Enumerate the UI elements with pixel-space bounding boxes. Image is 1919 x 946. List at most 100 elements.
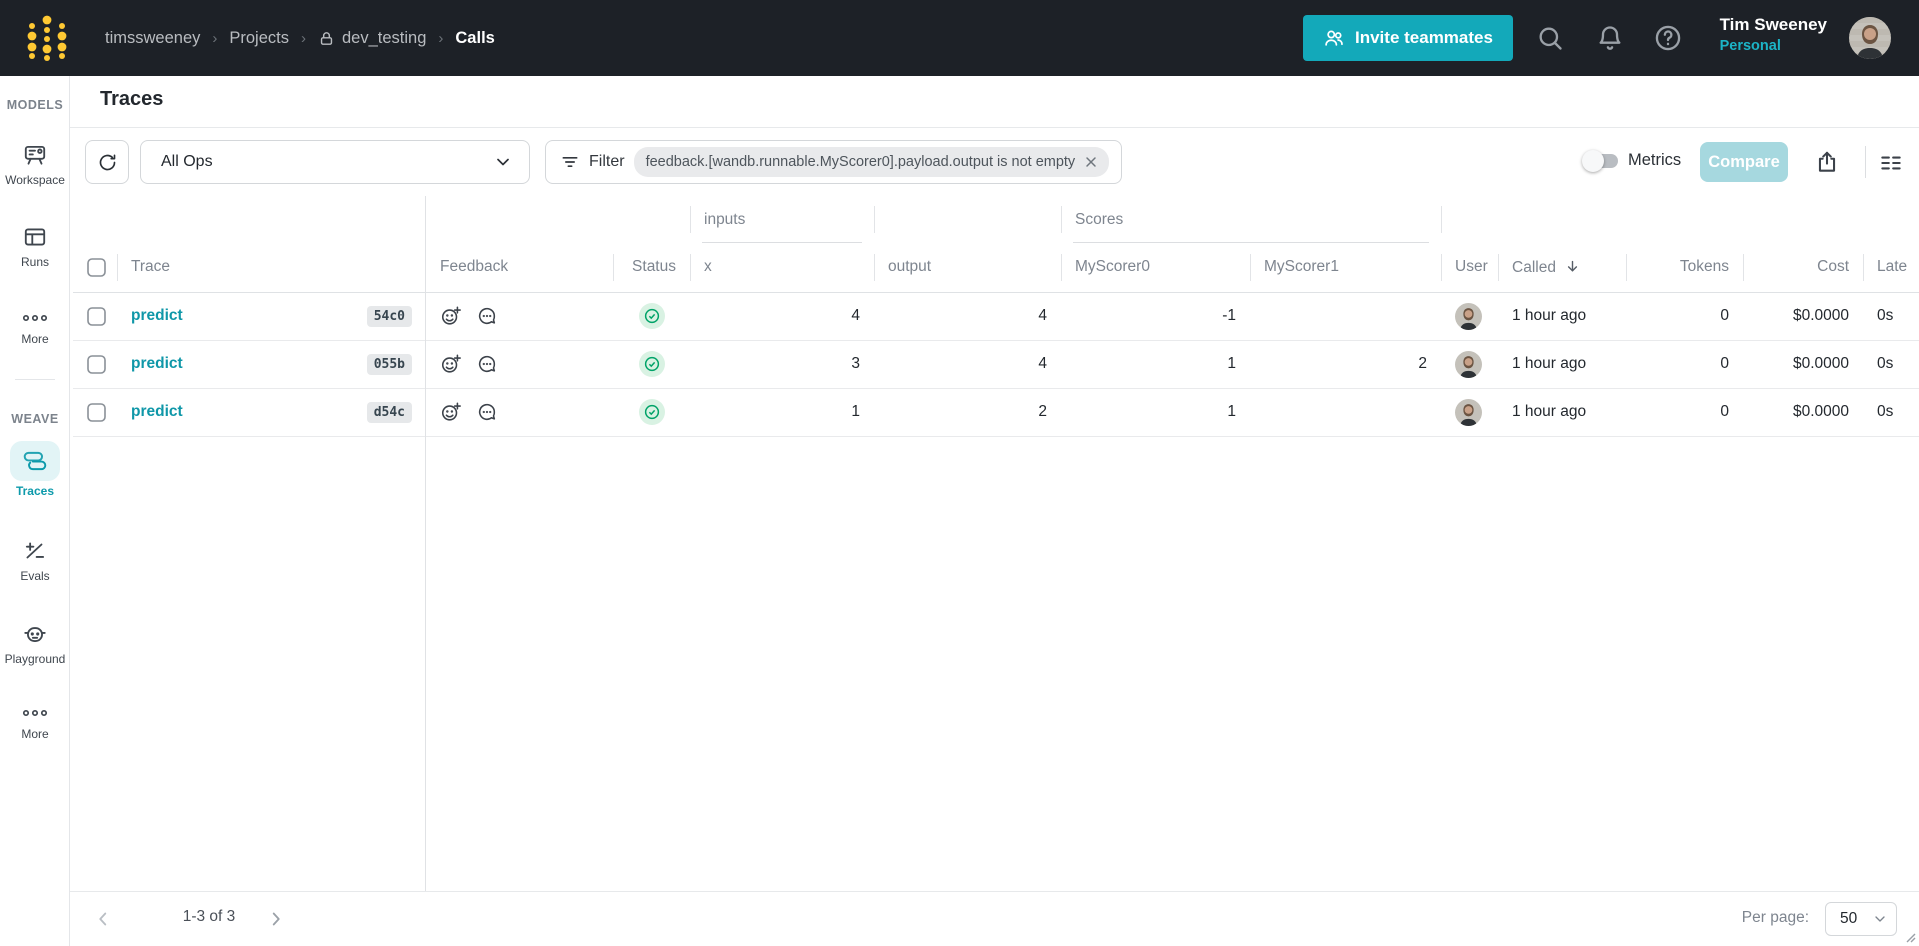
column-header-trace[interactable]: Trace	[117, 243, 426, 292]
column-header-tokens[interactable]: Tokens	[1626, 243, 1743, 292]
sidebar-item-label: More	[21, 332, 49, 346]
export-button[interactable]	[1814, 144, 1850, 180]
breadcrumb-current-page: Calls	[455, 28, 495, 47]
column-header-latency[interactable]: Late	[1863, 243, 1919, 292]
cell-myscorer0: 1	[1227, 403, 1236, 420]
add-reaction-icon[interactable]	[440, 353, 462, 375]
row-checkbox[interactable]	[73, 340, 117, 388]
trace-id-badge: d54c	[366, 401, 412, 423]
filter-chip[interactable]: feedback.[wandb.runnable.MyScorer0].payl…	[633, 147, 1110, 177]
cell-myscorer0: -1	[1222, 307, 1236, 324]
filter-bar[interactable]: Filter feedback.[wandb.runnable.MyScorer…	[545, 140, 1123, 184]
filter-icon	[562, 157, 578, 167]
sidebar-item-runs[interactable]: Runs	[0, 224, 70, 269]
user-plan-badge: Personal	[1719, 38, 1781, 54]
trace-link[interactable]: predict	[131, 307, 183, 324]
previous-page-icon[interactable]	[92, 908, 114, 930]
sidebar-item-label: Traces	[15, 484, 55, 498]
comment-icon[interactable]	[476, 353, 498, 375]
avatar[interactable]	[1849, 17, 1891, 59]
row-checkbox[interactable]	[73, 388, 117, 436]
table-row[interactable]: predict d54c 1 2 1 1 hour ago 0 $0	[73, 388, 1919, 436]
sidebar-item-more-weave[interactable]: More	[0, 704, 70, 741]
user-menu[interactable]: Tim Sweeney Personal	[1720, 13, 1827, 55]
column-group-row: inputs Scores	[73, 196, 1919, 243]
resize-handle[interactable]	[1904, 931, 1916, 943]
cell-tokens: 0	[1720, 355, 1729, 372]
top-navbar: timssweeney › Projects › dev_testing › C…	[0, 0, 1919, 76]
column-header-row: Trace Feedback Status x output MyScorer0…	[73, 243, 1919, 292]
sidebar-section-models: MODELS	[6, 98, 64, 112]
table-row[interactable]: predict 54c0 4 4 -1 1 hour ago 0 $	[73, 292, 1919, 340]
chevron-down-icon	[497, 158, 509, 166]
cell-called: 1 hour ago	[1512, 403, 1587, 420]
left-sidebar: MODELS Workspace Runs More WEAVE	[0, 76, 70, 946]
sidebar-item-playground[interactable]: Playground	[0, 621, 70, 666]
cell-latency: 0s	[1877, 403, 1894, 420]
cell-tokens: 0	[1720, 403, 1729, 420]
op-selector[interactable]: All Ops	[140, 140, 530, 184]
column-header-output[interactable]: output	[874, 243, 1061, 292]
sidebar-item-workspace[interactable]: Workspace	[0, 142, 70, 187]
breadcrumb-projects[interactable]: Projects	[229, 28, 289, 47]
column-header-myscorer1[interactable]: MyScorer1	[1250, 243, 1441, 292]
trace-link[interactable]: predict	[131, 403, 183, 420]
op-selector-value: All Ops	[161, 153, 213, 170]
column-header-feedback[interactable]: Feedback	[440, 258, 509, 276]
playground-robot-icon	[24, 627, 46, 642]
refresh-icon	[99, 153, 115, 170]
status-success-icon	[638, 350, 665, 377]
sidebar-item-label: Runs	[20, 255, 49, 269]
row-checkbox[interactable]	[73, 292, 117, 340]
add-reaction-icon[interactable]	[440, 401, 462, 423]
sidebar-item-label: Playground	[4, 652, 66, 666]
main-content: Traces All Ops Filter feedback.[	[70, 76, 1919, 946]
column-header-x[interactable]: x	[690, 243, 874, 292]
add-reaction-icon[interactable]	[440, 305, 462, 327]
column-header-called[interactable]: Called	[1498, 243, 1626, 292]
column-header-user[interactable]: User	[1441, 243, 1498, 292]
column-manager-button[interactable]	[1878, 148, 1908, 178]
breadcrumb-project[interactable]: dev_testing	[318, 29, 426, 48]
invite-teammates-button[interactable]: Invite teammates	[1303, 15, 1513, 61]
sidebar-item-label: More	[21, 727, 49, 741]
add-people-icon	[1325, 30, 1343, 46]
trace-link[interactable]: predict	[131, 355, 183, 372]
search-icon[interactable]	[1536, 24, 1564, 52]
avatar	[1455, 350, 1482, 378]
wandb-logo-icon[interactable]	[24, 14, 70, 62]
column-header-myscorer0[interactable]: MyScorer0	[1061, 243, 1250, 292]
metrics-toggle[interactable]	[1582, 150, 1620, 172]
sidebar-divider	[15, 379, 55, 380]
sidebar-item-more-models[interactable]: More	[0, 309, 70, 346]
column-header-status[interactable]: Status	[613, 243, 690, 292]
cell-myscorer1	[1250, 292, 1441, 340]
metrics-label: Metrics	[1628, 151, 1682, 169]
chevron-down-icon	[1875, 916, 1885, 922]
help-icon[interactable]	[1654, 24, 1682, 52]
breadcrumb-account[interactable]: timssweeney	[105, 28, 201, 47]
next-page-icon[interactable]	[265, 908, 287, 930]
status-success-icon	[638, 302, 665, 329]
notifications-bell-icon[interactable]	[1596, 24, 1624, 52]
sidebar-item-traces[interactable]: Traces	[0, 441, 70, 498]
per-page-select[interactable]: 50	[1825, 902, 1897, 936]
comment-icon[interactable]	[476, 401, 498, 423]
cell-tokens: 0	[1720, 307, 1729, 324]
breadcrumb-separator: ›	[212, 29, 218, 47]
refresh-button[interactable]	[85, 140, 129, 184]
select-all-checkbox[interactable]	[73, 243, 117, 292]
cell-latency: 0s	[1877, 355, 1894, 372]
more-dots-icon	[22, 709, 48, 717]
breadcrumb-separator: ›	[300, 29, 306, 47]
sidebar-item-evals[interactable]: Evals	[0, 538, 70, 583]
column-header-cost[interactable]: Cost	[1743, 243, 1863, 292]
per-page-value: 50	[1840, 910, 1858, 927]
lock-icon	[320, 31, 333, 45]
comment-icon[interactable]	[476, 305, 498, 327]
table-row[interactable]: predict 055b 3 4 1 2 1 hour ago 0 $	[73, 340, 1919, 388]
cell-cost: $0.0000	[1792, 403, 1849, 420]
remove-filter-icon[interactable]	[1083, 154, 1099, 170]
compare-button[interactable]: Compare	[1700, 142, 1788, 182]
cell-output: 4	[1038, 355, 1047, 372]
